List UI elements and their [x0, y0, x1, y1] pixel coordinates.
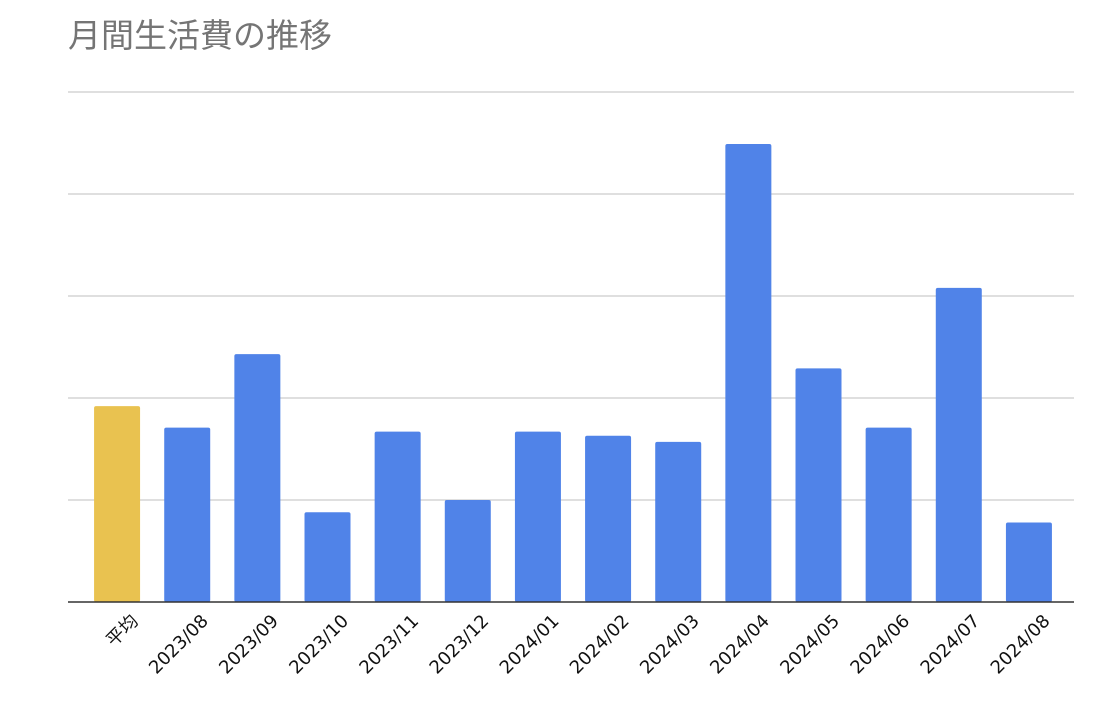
bar [655, 441, 702, 602]
bar [374, 431, 421, 602]
x-tick-label: 2024/02 [566, 611, 634, 679]
bar [1005, 522, 1052, 602]
bar [304, 512, 351, 602]
x-tick-label: 平均 [102, 611, 142, 651]
x-tick-label: 2024/01 [496, 611, 564, 679]
x-tick-label: 2023/08 [145, 611, 213, 679]
bar [514, 431, 561, 602]
x-tick-label: 2024/08 [987, 611, 1055, 679]
x-tick-label: 2024/04 [706, 611, 774, 679]
bar [94, 406, 141, 602]
bar [444, 500, 491, 602]
x-tick-label: 2024/03 [636, 611, 704, 679]
x-tick-label: 2024/06 [846, 611, 914, 679]
bar [865, 427, 912, 602]
bar [725, 144, 772, 602]
x-tick-label: 2023/10 [285, 611, 353, 679]
bar [795, 368, 842, 602]
x-tick-label: 2023/09 [215, 611, 283, 679]
x-tick-label: 2024/05 [776, 611, 844, 679]
x-tick-label: 2023/12 [426, 611, 494, 679]
bar [164, 427, 211, 602]
bar [935, 287, 982, 602]
bar [585, 435, 632, 602]
chart-title: 月間生活費の推移 [68, 16, 332, 55]
x-tick-label: 2023/11 [355, 611, 423, 679]
x-tick-label: 2024/07 [917, 611, 985, 679]
bar [234, 354, 281, 602]
